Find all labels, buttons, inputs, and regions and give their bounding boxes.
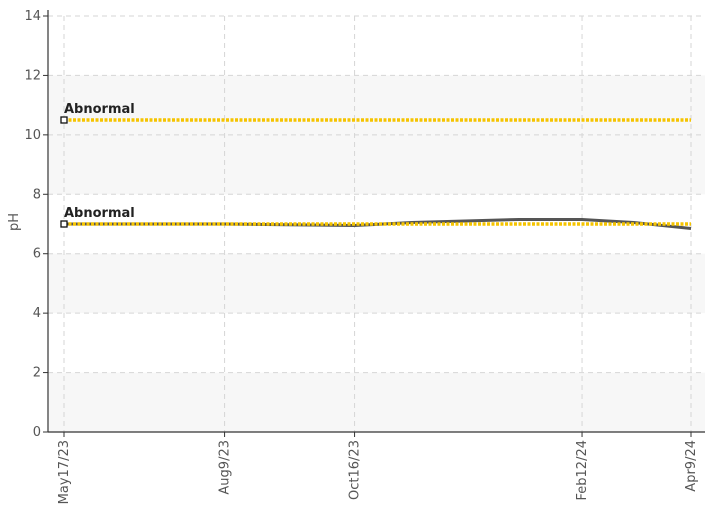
y-tick-label: 4: [33, 306, 41, 321]
y-tick-label: 0: [33, 425, 41, 440]
reference-label: Abnormal: [64, 102, 135, 117]
y-tick-label: 14: [24, 9, 41, 24]
y-tick-label: 8: [33, 187, 41, 202]
y-tick-label: 6: [33, 247, 41, 262]
x-tick-label: Aug9/23: [218, 440, 233, 495]
reference-lines: Abnormal Abnormal: [60, 102, 691, 228]
band: [49, 253, 705, 314]
axes: [47, 10, 705, 433]
y-axis-title: pH: [7, 213, 22, 231]
y-axis-ticks: 0 2 4 6 8 10 12 14: [24, 9, 48, 440]
y-tick-label: 12: [24, 68, 41, 83]
reference-marker: [60, 220, 68, 228]
reference-label: Abnormal: [64, 206, 135, 221]
band: [49, 372, 705, 432]
reference-marker: [60, 116, 68, 124]
x-tick-label: Feb12/24: [575, 440, 590, 500]
x-axis-ticks: May17/23 Aug9/23 Oct16/23 Feb12/24 Apr9/24: [57, 432, 699, 504]
y-tick-label: 2: [33, 366, 41, 381]
x-tick-label: Oct16/23: [348, 440, 363, 500]
x-tick-label: Apr9/24: [684, 440, 699, 492]
x-tick-label: May17/23: [57, 440, 72, 504]
y-tick-label: 10: [24, 128, 41, 143]
